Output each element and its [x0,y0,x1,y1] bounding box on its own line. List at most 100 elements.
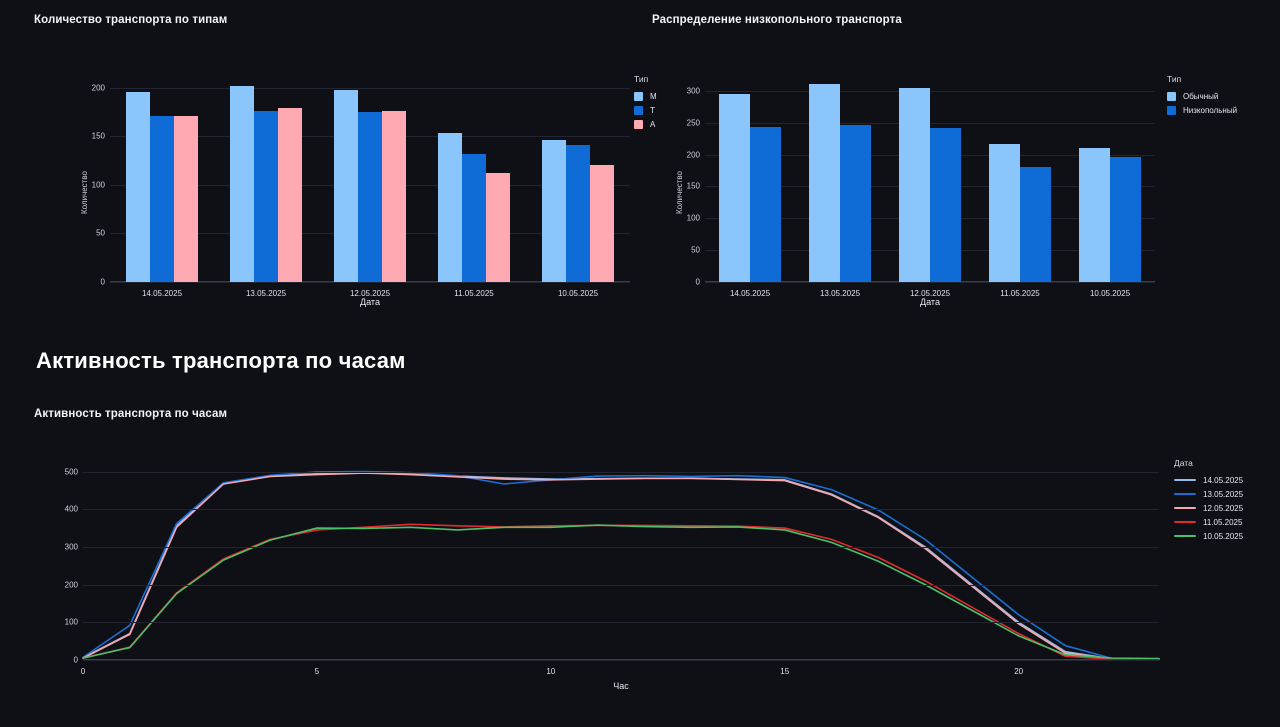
x-axis-title-low-floor: Дата [920,297,940,307]
legend-item[interactable]: 10.05.2025 [1174,529,1243,543]
legend-item[interactable]: 13.05.2025 [1174,487,1243,501]
bar[interactable] [750,127,781,282]
legend-item[interactable]: 11.05.2025 [1174,515,1243,529]
y-axis-tick-label: 200 [686,150,700,159]
bar[interactable] [1079,147,1110,282]
bar[interactable] [254,111,278,282]
bar[interactable] [809,84,840,282]
bar-group [795,78,885,282]
chart-title-low-floor: Распределение низкопольного транспорта [652,14,902,26]
bar[interactable] [438,133,462,282]
x-axis-title-transport-by-type: Дата [360,297,380,307]
legend-line-swatch [1174,493,1196,495]
bar[interactable] [150,115,174,282]
y-axis-title-transport-by-type: Количество [80,171,89,214]
grid-line [83,471,1159,473]
bar[interactable] [899,88,930,282]
x-axis-tick-label: 11.05.2025 [454,289,494,298]
bar[interactable] [334,89,358,282]
bar[interactable] [989,144,1020,282]
plot-area-hourly-activity: 0 100 200 300 400 500 0 5 10 15 20 [65,464,1159,676]
legend-item[interactable]: А [634,117,657,131]
legend-swatch [1167,91,1176,101]
x-axis-tick-label: 10 [546,667,556,676]
y-axis-tick-label: 300 [64,542,78,552]
bar-group [422,78,526,282]
grid-line [705,122,1155,124]
legend-swatch [634,105,643,115]
grid-line [83,584,1159,586]
x-axis-tick-label: 10.05.2025 [1089,289,1131,298]
bar[interactable] [1020,167,1051,282]
x-axis-tick-label: 0 [80,667,86,676]
line-series[interactable] [83,524,1159,659]
grid-line [110,87,630,89]
legend-item[interactable]: 12.05.2025 [1174,501,1243,515]
grid-line [705,282,1155,283]
line-series[interactable] [83,472,1159,660]
bar[interactable] [382,111,406,282]
legend-label: Низкопольный [1183,105,1238,115]
bar[interactable] [566,145,590,282]
bar[interactable] [719,93,750,282]
bar-group [214,78,318,282]
bar[interactable] [174,115,198,282]
x-axis-title-hourly: Час [613,681,629,691]
line-series[interactable] [83,525,1159,658]
legend-swatch [634,91,643,101]
legend-label: 14.05.2025 [1203,475,1244,485]
bar[interactable] [486,173,510,282]
x-axis-tick-label: 14.05.2025 [729,289,771,298]
bar-group [885,78,975,282]
y-axis-tick-label: 0 [100,277,105,287]
bar-group [1065,78,1155,282]
x-axis-tick-label: 13.05.2025 [819,289,861,298]
chart-card-transport-by-type: Количество транспорта по типам Количеств… [34,14,657,324]
y-axis-tick-label: 150 [91,131,105,141]
legend-item[interactable]: Обычный [1167,89,1237,103]
legend-item[interactable]: М [634,89,657,103]
x-axis-line [83,659,1159,660]
legend-item[interactable]: Т [634,103,657,117]
x-axis-tick-label: 15 [780,667,790,676]
bar[interactable] [590,165,614,282]
y-axis-tick-label: 250 [686,118,700,128]
bar-groups [705,78,1155,282]
bar[interactable] [930,128,961,282]
bar[interactable] [278,108,302,282]
legend-swatch [634,119,643,129]
grid-line [83,622,1159,624]
x-axis-tick-label: 10.05.2025 [557,289,599,298]
legend-line-swatch [1174,507,1196,509]
bar[interactable] [542,140,566,282]
grid-line [705,90,1155,92]
bar[interactable] [230,85,254,282]
legend-item[interactable]: 14.05.2025 [1174,473,1243,487]
bar[interactable] [358,112,382,282]
legend-item[interactable]: Низкопольный [1167,103,1237,117]
y-axis-tick-label: 50 [96,228,105,238]
y-axis-tick-label: 200 [91,83,105,93]
x-axis-tick-label: 13.05.2025 [245,289,287,298]
y-axis-tick-label: 400 [64,504,78,514]
legend-line-swatch [1174,479,1196,481]
line-series[interactable] [83,473,1159,659]
bar-group [975,78,1065,282]
bar[interactable] [1110,157,1141,282]
x-axis-tick-label: 11.05.2025 [1000,289,1040,298]
y-axis-tick-label: 0 [73,655,78,665]
legend-label: 10.05.2025 [1203,531,1244,541]
line-series[interactable] [83,473,1159,660]
plot-area-low-floor: 0 50 100 150 200 250 300 14.05.2025 13.05.2025 12… [687,78,1155,298]
y-axis-tick-label: 50 [691,245,700,255]
bar[interactable] [840,125,871,282]
legend-label: М [650,91,657,101]
bar[interactable] [126,91,150,282]
y-axis-tick-label: 500 [64,467,78,477]
x-axis-tick-label: 14.05.2025 [141,289,183,298]
y-axis-tick-label: 0 [695,277,700,287]
legend-label: 12.05.2025 [1203,503,1244,513]
x-axis-tick-label: 12.05.2025 [349,289,391,298]
bar[interactable] [462,153,486,282]
y-axis-tick-label: 100 [686,213,700,223]
